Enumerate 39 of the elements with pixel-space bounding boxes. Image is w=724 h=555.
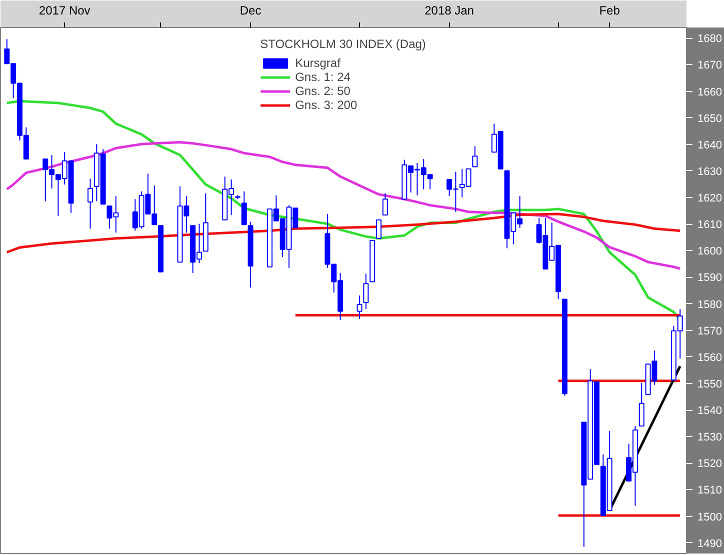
legend-label: Gns. 2: 50: [295, 84, 350, 98]
y-tick-label: 1490: [698, 538, 722, 550]
candlestick: [88, 178, 93, 230]
y-tick-label: 1530: [698, 432, 722, 444]
y-tick-label: 1540: [698, 405, 722, 418]
candlestick: [638, 382, 644, 426]
candlestick: [241, 190, 247, 226]
y-tick-label: 1580: [698, 298, 722, 311]
y-tick-label: 1640: [698, 139, 722, 152]
legend-title: STOCKHOLM 30 INDEX (Dag): [260, 37, 426, 51]
y-tick-label: 1510: [698, 484, 722, 497]
y-tick-label: 1520: [698, 458, 722, 470]
candlestick: [356, 295, 362, 320]
y-tick-label: 1620: [698, 192, 722, 205]
y-tick-label: 1550: [698, 378, 722, 390]
x-tick-label: Feb: [599, 4, 620, 18]
legend-label: Kursgraf: [295, 56, 340, 70]
y-tick-label: 1600: [698, 246, 722, 258]
line-series: [6, 141, 682, 270]
candlestick: [376, 219, 382, 239]
y-tick-label: 1560: [698, 352, 722, 364]
x-tick-label: 2018 Jan: [424, 4, 474, 18]
y-tick-label: 1680: [698, 33, 722, 46]
candlestick: [472, 146, 478, 168]
line-series: [6, 212, 682, 254]
legend-label: Gns. 3: 200: [295, 98, 358, 112]
y-tick-label: 1610: [698, 219, 722, 232]
y-tick-label: 1630: [698, 166, 722, 178]
y-tick-label: 1670: [698, 60, 722, 72]
y-tick-label: 1500: [698, 511, 722, 524]
x-tick-label: 2017 Nov: [38, 4, 90, 18]
candlestick: [382, 192, 388, 216]
y-tick-label: 1650: [698, 112, 722, 125]
y-tick-label: 1570: [698, 325, 722, 338]
y-tick-label: 1660: [698, 86, 722, 98]
y-tick-label: 1590: [698, 272, 722, 284]
legend-label: Gns. 1: 24: [295, 70, 350, 84]
x-tick-label: Dec: [240, 4, 262, 18]
candlestick: [363, 273, 369, 310]
